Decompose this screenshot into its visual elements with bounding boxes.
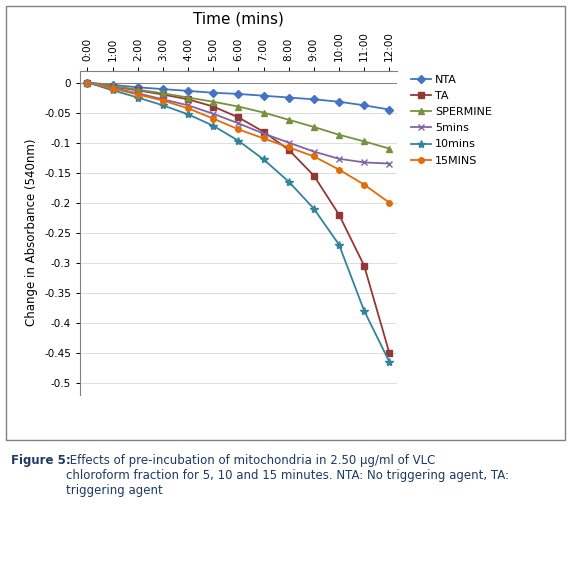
5mins	[311, 148, 317, 155]
NTA	[286, 94, 292, 101]
5mins	[386, 160, 393, 167]
TA	[159, 91, 166, 98]
5mins	[134, 90, 141, 96]
10mins	[134, 94, 141, 101]
15MINS	[134, 91, 141, 98]
Line: TA: TA	[85, 80, 392, 355]
Line: 5mins: 5mins	[84, 79, 393, 167]
10mins	[260, 156, 267, 163]
TA	[235, 114, 242, 121]
SPERMINE	[159, 90, 166, 96]
Text: Figure 5:: Figure 5:	[11, 454, 71, 467]
15MINS	[311, 153, 317, 160]
SPERMINE	[184, 94, 191, 101]
TA	[311, 172, 317, 179]
5mins	[361, 159, 368, 166]
5mins	[260, 130, 267, 137]
Line: SPERMINE: SPERMINE	[85, 80, 392, 151]
5mins	[184, 102, 191, 109]
15MINS	[159, 97, 166, 104]
TA	[336, 212, 343, 218]
10mins	[311, 205, 317, 212]
15MINS	[109, 85, 116, 92]
NTA	[260, 92, 267, 99]
10mins	[84, 79, 91, 86]
10mins	[109, 87, 116, 94]
TA	[361, 262, 368, 269]
SPERMINE	[109, 83, 116, 90]
10mins	[184, 111, 191, 118]
SPERMINE	[336, 131, 343, 138]
X-axis label: Time (mins): Time (mins)	[193, 11, 284, 27]
Legend: NTA, TA, SPERMINE, 5mins, 10mins, 15MINS: NTA, TA, SPERMINE, 5mins, 10mins, 15MINS	[407, 70, 497, 170]
SPERMINE	[84, 79, 91, 86]
SPERMINE	[210, 98, 216, 105]
NTA	[386, 106, 393, 113]
15MINS	[210, 115, 216, 122]
NTA	[311, 96, 317, 103]
NTA	[159, 86, 166, 92]
5mins	[159, 96, 166, 103]
Y-axis label: Change in Absorbance (540nm): Change in Absorbance (540nm)	[26, 139, 38, 327]
TA	[386, 349, 393, 356]
15MINS	[386, 199, 393, 206]
NTA	[235, 91, 242, 98]
Line: 10mins: 10mins	[83, 78, 393, 366]
SPERMINE	[286, 116, 292, 123]
SPERMINE	[235, 103, 242, 110]
10mins	[286, 178, 292, 185]
10mins	[361, 307, 368, 314]
10mins	[336, 241, 343, 248]
SPERMINE	[260, 109, 267, 116]
10mins	[210, 122, 216, 129]
NTA	[134, 84, 141, 91]
TA	[184, 96, 191, 103]
NTA	[84, 79, 91, 86]
Line: 15MINS: 15MINS	[85, 80, 392, 205]
NTA	[184, 87, 191, 94]
NTA	[210, 89, 216, 96]
TA	[286, 147, 292, 153]
5mins	[286, 139, 292, 146]
TA	[210, 103, 216, 110]
TA	[134, 87, 141, 94]
NTA	[109, 82, 116, 89]
TA	[84, 79, 91, 86]
10mins	[159, 102, 166, 109]
15MINS	[184, 105, 191, 112]
SPERMINE	[311, 124, 317, 130]
10mins	[235, 138, 242, 144]
5mins	[235, 120, 242, 127]
5mins	[210, 111, 216, 117]
SPERMINE	[361, 138, 368, 145]
15MINS	[260, 135, 267, 142]
10mins	[386, 358, 393, 365]
15MINS	[235, 126, 242, 133]
15MINS	[336, 166, 343, 173]
TA	[260, 129, 267, 135]
SPERMINE	[386, 145, 393, 152]
SPERMINE	[134, 86, 141, 93]
NTA	[336, 98, 343, 105]
15MINS	[361, 181, 368, 188]
Text: Effects of pre-incubation of mitochondria in 2.50 μg/ml of VLC
chloroform fracti: Effects of pre-incubation of mitochondri…	[66, 454, 509, 497]
15MINS	[84, 79, 91, 86]
5mins	[84, 79, 91, 86]
5mins	[109, 85, 116, 91]
NTA	[361, 102, 368, 109]
Line: NTA: NTA	[85, 80, 392, 112]
5mins	[336, 156, 343, 162]
TA	[109, 83, 116, 90]
15MINS	[286, 144, 292, 151]
